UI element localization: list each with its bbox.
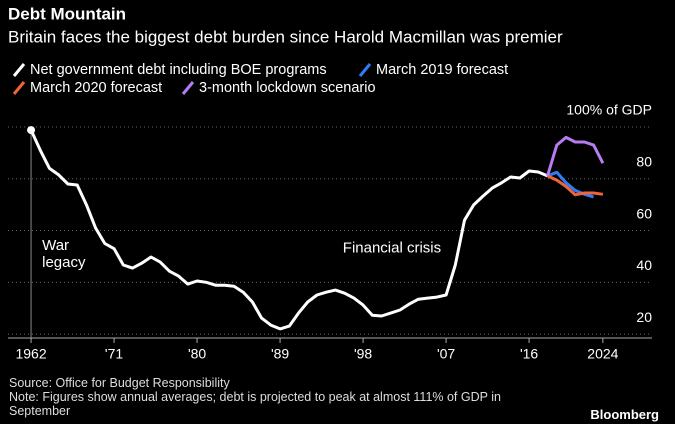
y-tick-label: 40 (636, 257, 652, 273)
logo: Bloomberg (590, 407, 659, 422)
series-line (546, 170, 595, 199)
chart-title: Debt Mountain (8, 4, 126, 23)
x-tick-label: 1962 (15, 346, 46, 362)
series-line (29, 129, 549, 331)
annotation: Financial crisis (343, 240, 441, 257)
x-tick-label: '98 (354, 346, 372, 362)
annotation: War (42, 237, 69, 254)
x-tick-label: 2024 (587, 346, 618, 362)
legend-label: Net government debt including BOE progra… (30, 62, 327, 78)
legend-swatch (12, 81, 26, 95)
legend-label: March 2019 forecast (376, 62, 508, 78)
annotation: legacy (42, 254, 86, 271)
x-tick-label: '80 (188, 346, 206, 362)
y-tick-label: 80 (636, 153, 652, 169)
x-tick-label: '71 (105, 346, 123, 362)
start-dot (27, 126, 36, 135)
legend-swatch (12, 63, 26, 77)
note: Note: Figures show annual averages; debt… (9, 390, 501, 418)
y-tick-label: 100% of GDP (566, 102, 652, 118)
x-tick-label: '16 (520, 346, 538, 362)
y-tick-label: 60 (636, 205, 652, 221)
x-tick-label: '07 (437, 346, 455, 362)
x-tick-label: '89 (271, 346, 289, 362)
legend-swatch (358, 63, 372, 77)
legend-swatch (181, 81, 195, 95)
source: Source: Office for Budget Responsibility (9, 376, 230, 390)
series-line (546, 174, 604, 197)
legend-label: 3-month lockdown scenario (199, 80, 376, 96)
chart-subtitle: Britain faces the biggest debt burden si… (8, 27, 563, 46)
series-line (546, 135, 605, 177)
legend-label: March 2020 forecast (30, 80, 162, 96)
y-tick-label: 20 (636, 309, 652, 325)
